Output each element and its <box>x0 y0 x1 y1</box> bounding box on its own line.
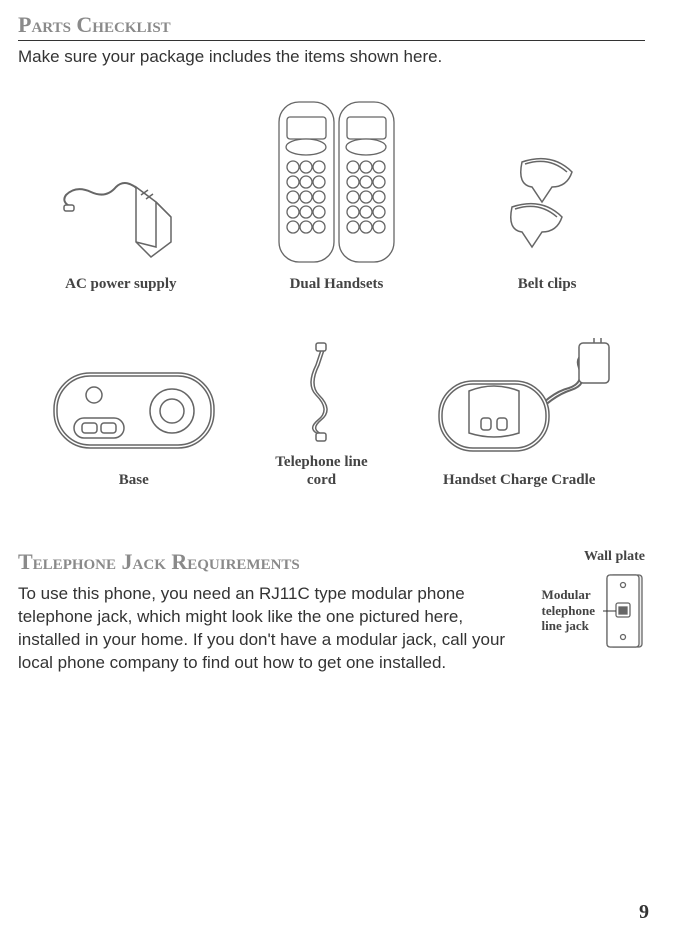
cord-illustration <box>276 335 366 445</box>
part-ac-power: AC power supply <box>56 147 186 293</box>
parts-checklist-intro: Make sure your package includes the item… <box>18 47 645 67</box>
parts-row-1: AC power supply <box>18 97 645 293</box>
jack-body: To use this phone, you need an RJ11C typ… <box>18 583 528 675</box>
wall-plate-label: Wall plate <box>584 549 645 565</box>
part-label: Base <box>119 471 149 489</box>
handsets-illustration <box>261 97 411 267</box>
wall-plate-illustration <box>603 571 645 656</box>
part-label: Belt clips <box>518 275 577 293</box>
part-base: Base <box>44 353 224 489</box>
belt-clips-illustration <box>487 147 607 267</box>
part-telephone-cord: Telephone line cord <box>275 335 367 489</box>
jack-title: Telephone Jack Requirements <box>18 549 532 577</box>
part-cradle: Handset Charge Cradle <box>419 333 619 489</box>
base-illustration <box>44 353 224 463</box>
part-label: AC power supply <box>65 275 176 293</box>
part-label: Dual Handsets <box>290 275 384 293</box>
cradle-illustration <box>419 333 619 463</box>
part-handsets: Dual Handsets <box>261 97 411 293</box>
part-label: Telephone line cord <box>275 453 367 489</box>
ac-power-illustration <box>56 147 186 267</box>
modular-jack-label: Modular telephone line jack <box>542 587 595 634</box>
part-belt-clips: Belt clips <box>487 147 607 293</box>
parts-checklist-title: Parts Checklist <box>18 12 645 41</box>
parts-row-2: Base Telephone line cord <box>18 333 645 489</box>
part-label: Handset Charge Cradle <box>443 471 596 489</box>
page-number: 9 <box>639 901 649 924</box>
jack-section: Telephone Jack Requirements To use this … <box>18 549 645 675</box>
